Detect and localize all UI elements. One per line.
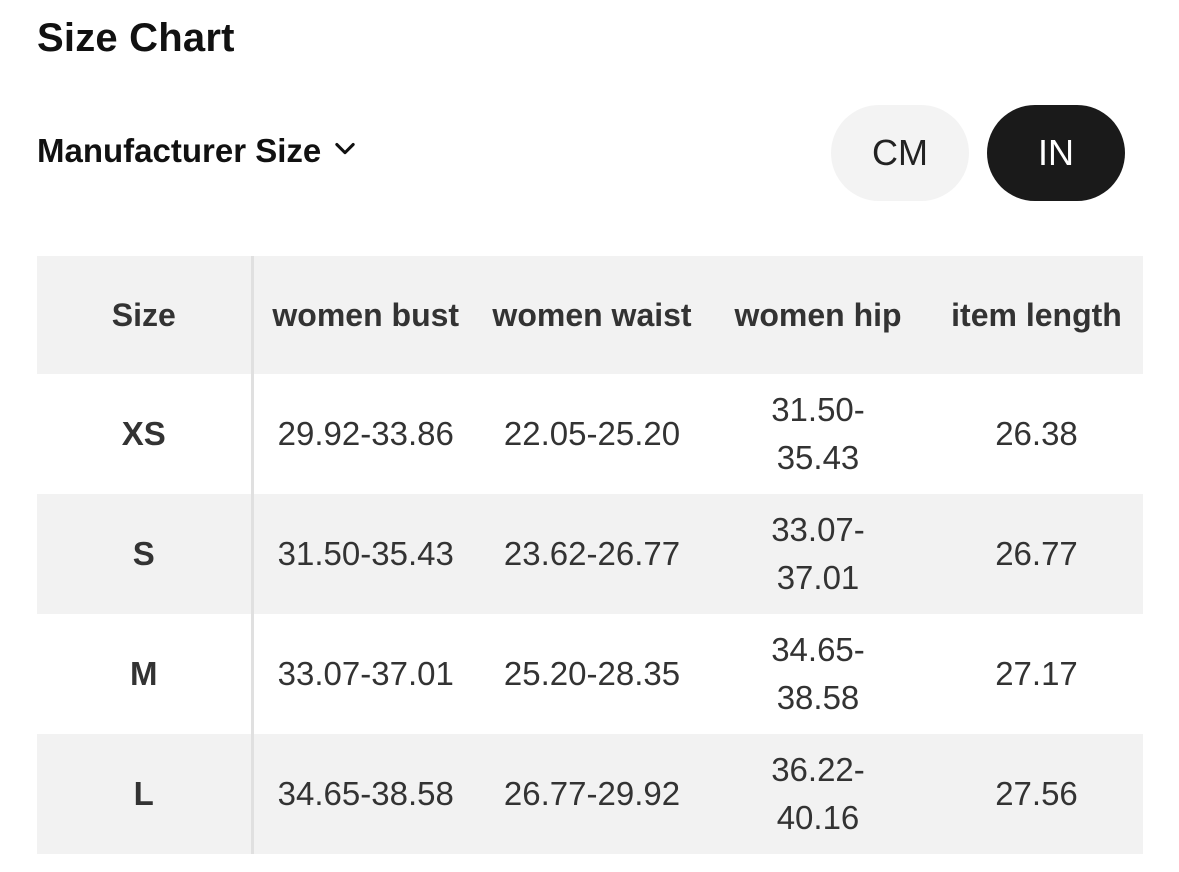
size-cell: S — [37, 494, 254, 614]
waist-cell: 22.05-25.20 — [503, 415, 681, 452]
unit-in-button[interactable]: IN — [987, 105, 1125, 201]
length-cell: 26.38 — [995, 415, 1078, 452]
bust-cell: 33.07-37.01 — [277, 655, 454, 692]
size-table: Size women bust women waist women hip it… — [37, 256, 1145, 854]
chevron-down-icon — [331, 132, 359, 170]
table-row: L 34.65-38.58 26.77-29.92 36.22-40.16 27… — [37, 734, 1143, 854]
size-selector-label: Manufacturer Size — [37, 132, 322, 169]
hip-cell: 36.22-40.16 — [771, 751, 865, 836]
table-row: M 33.07-37.01 25.20-28.35 34.65-38.58 27… — [37, 614, 1143, 734]
header-women-hip: women hip — [734, 297, 902, 333]
manufacturer-size-dropdown[interactable]: Manufacturer Size — [37, 132, 359, 170]
size-cell: L — [37, 734, 254, 854]
waist-cell: 23.62-26.77 — [503, 535, 681, 572]
header-item-length: item length — [951, 297, 1122, 333]
length-cell: 26.77 — [995, 535, 1078, 572]
length-cell: 27.17 — [995, 655, 1078, 692]
bust-cell: 34.65-38.58 — [277, 775, 454, 812]
bust-cell: 31.50-35.43 — [277, 535, 454, 572]
size-cell: XS — [37, 374, 254, 494]
unit-cm-button[interactable]: CM — [831, 105, 969, 201]
header-size: Size — [37, 256, 254, 374]
page-title: Size Chart — [37, 16, 235, 60]
hip-cell: 33.07-37.01 — [771, 511, 865, 596]
header-women-waist: women waist — [492, 297, 692, 333]
header-women-bust: women bust — [272, 297, 460, 333]
hip-cell: 34.65-38.58 — [771, 631, 865, 716]
table-header-row: Size women bust women waist women hip it… — [37, 256, 1143, 374]
waist-cell: 25.20-28.35 — [503, 655, 681, 692]
size-cell: M — [37, 614, 254, 734]
unit-toggle: CM IN — [831, 105, 1125, 201]
hip-cell: 31.50-35.43 — [771, 391, 865, 476]
length-cell: 27.56 — [995, 775, 1078, 812]
bust-cell: 29.92-33.86 — [277, 415, 454, 452]
waist-cell: 26.77-29.92 — [503, 775, 681, 812]
table-row: S 31.50-35.43 23.62-26.77 33.07-37.01 26… — [37, 494, 1143, 614]
table-row: XS 29.92-33.86 22.05-25.20 31.50-35.43 2… — [37, 374, 1143, 494]
